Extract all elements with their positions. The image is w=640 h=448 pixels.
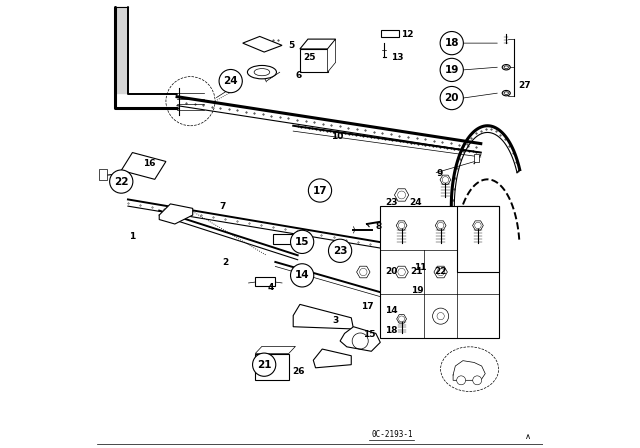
Ellipse shape — [254, 69, 269, 76]
Text: ∧: ∧ — [525, 431, 531, 440]
Text: 9: 9 — [436, 168, 442, 177]
Text: 12: 12 — [401, 30, 414, 39]
Text: 20: 20 — [445, 93, 459, 103]
Text: 15: 15 — [295, 237, 309, 247]
Circle shape — [473, 376, 482, 385]
Circle shape — [442, 177, 449, 183]
Text: 22: 22 — [435, 267, 447, 276]
Text: 15: 15 — [364, 330, 376, 339]
Text: 23: 23 — [333, 246, 348, 256]
Text: 18: 18 — [385, 326, 397, 335]
Text: 26: 26 — [292, 367, 305, 376]
Text: 20: 20 — [385, 267, 397, 276]
Text: 17: 17 — [361, 302, 374, 310]
Polygon shape — [300, 39, 335, 49]
Polygon shape — [340, 327, 380, 351]
Polygon shape — [255, 346, 296, 353]
Circle shape — [437, 222, 444, 229]
Text: 16: 16 — [143, 159, 156, 168]
FancyBboxPatch shape — [380, 206, 499, 338]
Circle shape — [398, 268, 405, 276]
FancyBboxPatch shape — [255, 277, 275, 286]
Polygon shape — [328, 39, 335, 72]
Text: 11: 11 — [414, 263, 426, 272]
Polygon shape — [121, 152, 166, 179]
Ellipse shape — [504, 92, 508, 95]
Text: 4: 4 — [268, 284, 274, 293]
Text: 5: 5 — [288, 41, 294, 50]
Ellipse shape — [502, 90, 510, 96]
Text: 8: 8 — [376, 222, 381, 231]
Circle shape — [397, 191, 406, 199]
Text: 21: 21 — [411, 267, 423, 276]
Circle shape — [109, 170, 133, 193]
Ellipse shape — [502, 65, 510, 70]
FancyBboxPatch shape — [381, 30, 399, 37]
Text: 13: 13 — [391, 53, 403, 62]
Text: 21: 21 — [257, 360, 271, 370]
Text: 24: 24 — [410, 198, 422, 207]
Circle shape — [457, 376, 465, 385]
Ellipse shape — [248, 65, 276, 79]
Polygon shape — [293, 304, 353, 329]
Polygon shape — [159, 204, 193, 224]
Circle shape — [219, 69, 243, 93]
Text: 19: 19 — [445, 65, 459, 75]
Circle shape — [308, 179, 332, 202]
FancyBboxPatch shape — [255, 353, 289, 380]
Text: 7: 7 — [220, 202, 226, 211]
Text: 22: 22 — [114, 177, 129, 186]
FancyBboxPatch shape — [273, 234, 302, 244]
Text: 24: 24 — [223, 76, 238, 86]
Text: 14: 14 — [385, 306, 397, 314]
Circle shape — [475, 222, 481, 229]
Circle shape — [437, 313, 444, 320]
Text: 1: 1 — [129, 232, 136, 241]
Ellipse shape — [317, 181, 327, 196]
Text: 3: 3 — [332, 316, 339, 325]
FancyBboxPatch shape — [300, 49, 328, 72]
Text: 14: 14 — [295, 270, 310, 280]
Circle shape — [328, 239, 352, 263]
Text: 17: 17 — [313, 185, 327, 195]
FancyBboxPatch shape — [457, 206, 499, 272]
Ellipse shape — [440, 347, 499, 392]
Text: 23: 23 — [385, 198, 397, 207]
Circle shape — [399, 316, 404, 322]
Text: 27: 27 — [519, 81, 531, 90]
Polygon shape — [314, 349, 351, 368]
Circle shape — [437, 268, 444, 276]
FancyBboxPatch shape — [474, 154, 479, 162]
Ellipse shape — [504, 66, 508, 69]
Circle shape — [360, 268, 367, 276]
Text: 19: 19 — [411, 285, 423, 295]
Circle shape — [440, 58, 463, 82]
Text: 6: 6 — [296, 71, 301, 80]
Circle shape — [291, 230, 314, 254]
Circle shape — [291, 264, 314, 287]
Text: 0C-2193-1: 0C-2193-1 — [371, 430, 413, 439]
Circle shape — [253, 353, 276, 376]
Polygon shape — [243, 36, 282, 52]
Circle shape — [433, 308, 449, 324]
Circle shape — [440, 86, 463, 110]
Circle shape — [440, 31, 463, 55]
Text: 25: 25 — [303, 53, 316, 62]
Circle shape — [398, 222, 405, 229]
Text: 2: 2 — [223, 258, 229, 267]
FancyBboxPatch shape — [99, 169, 107, 180]
Text: 18: 18 — [445, 38, 459, 48]
Text: 10: 10 — [331, 133, 344, 142]
